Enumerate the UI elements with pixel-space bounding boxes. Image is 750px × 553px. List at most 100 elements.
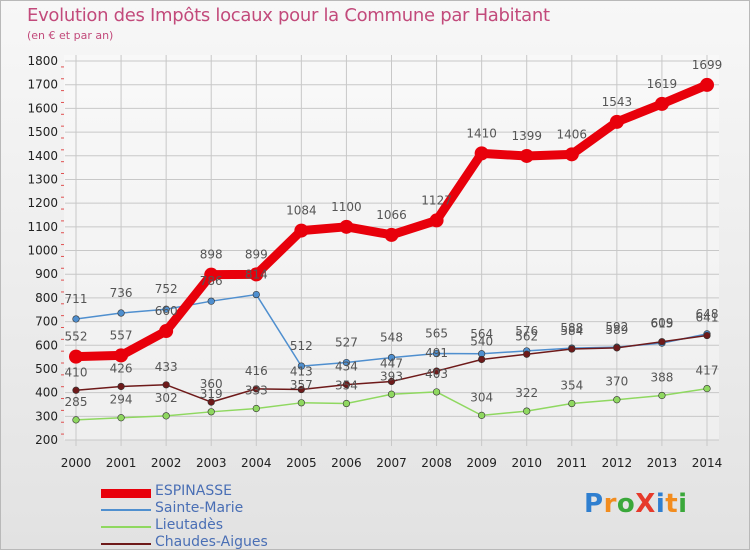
chart-subtitle: (en € et par an): [27, 29, 114, 42]
data-label: 357: [290, 378, 313, 392]
brand-letter: i: [655, 489, 666, 519]
data-label: 562: [515, 329, 538, 343]
data-point: [294, 223, 309, 238]
data-point: [568, 399, 576, 408]
y-tick-label: 1700: [27, 78, 58, 92]
x-tick-label: 2011: [557, 456, 588, 470]
data-label: 426: [110, 361, 133, 375]
data-point: [432, 367, 441, 375]
y-tick-label: 1100: [27, 220, 58, 234]
data-point: [474, 146, 489, 161]
data-label: 548: [380, 331, 403, 345]
data-label: 565: [425, 327, 448, 341]
brand-letter: t: [665, 489, 679, 519]
x-tick-label: 2010: [511, 456, 542, 470]
y-tick-label: 1600: [27, 101, 58, 115]
legend-label: ESPINASSE: [155, 483, 232, 499]
x-tick-label: 2006: [331, 456, 362, 470]
data-label: 898: [200, 248, 223, 262]
data-point: [432, 388, 441, 396]
data-point: [342, 399, 351, 408]
data-label: 615: [650, 317, 673, 331]
y-tick-label: 600: [35, 338, 58, 352]
data-label: 403: [425, 367, 448, 381]
data-label: 1100: [331, 200, 362, 214]
data-point: [523, 350, 531, 358]
x-tick-label: 2002: [151, 456, 182, 470]
data-point: [72, 386, 80, 394]
data-point: [252, 385, 260, 393]
x-tick-label: 2005: [286, 456, 317, 470]
data-point: [703, 384, 711, 393]
data-label: 540: [470, 334, 493, 348]
data-label: 736: [110, 286, 133, 300]
data-point: [207, 297, 215, 305]
y-tick-label: 700: [35, 315, 58, 329]
brand-letter: r: [603, 489, 617, 519]
data-label: 584: [560, 324, 583, 338]
x-tick-label: 2009: [466, 456, 497, 470]
data-label: 413: [290, 365, 313, 379]
data-point: [249, 267, 264, 282]
data-label: 410: [65, 365, 88, 379]
data-label: 434: [335, 360, 358, 374]
data-point: [339, 219, 354, 234]
data-label: 641: [696, 311, 719, 325]
data-label: 433: [155, 360, 178, 374]
data-label: 417: [696, 364, 719, 378]
data-label: 319: [200, 387, 223, 401]
data-label: 491: [425, 346, 448, 360]
data-point: [252, 404, 260, 413]
data-point: [69, 349, 83, 364]
data-point: [72, 416, 80, 424]
data-label: 527: [335, 336, 358, 350]
data-label: 393: [380, 369, 403, 383]
y-tick-label: 1000: [27, 244, 58, 258]
y-tick-label: 1500: [27, 125, 58, 139]
data-point: [432, 349, 441, 358]
data-label: 552: [65, 330, 88, 344]
data-label: 333: [245, 383, 268, 397]
data-point: [159, 324, 174, 339]
data-label: 899: [245, 247, 268, 261]
data-label: 416: [245, 364, 268, 378]
data-point: [297, 385, 305, 394]
data-label: 786: [200, 274, 223, 288]
y-tick-label: 1200: [27, 196, 58, 210]
data-point: [478, 355, 486, 364]
x-tick-label: 2007: [376, 456, 407, 470]
data-label: 1084: [286, 204, 317, 218]
x-tick-label: 2004: [241, 456, 272, 470]
x-tick-label: 2003: [196, 456, 227, 470]
data-point: [297, 399, 305, 407]
data-label: 814: [245, 268, 268, 282]
data-label: 370: [605, 375, 628, 389]
data-point: [387, 353, 396, 362]
x-tick-label: 2001: [106, 456, 137, 470]
legend-swatch: [101, 543, 151, 545]
data-point: [342, 358, 351, 367]
data-point: [117, 309, 125, 317]
y-tick-label: 800: [35, 291, 58, 305]
data-point: [162, 381, 170, 389]
data-label: 557: [110, 328, 133, 342]
data-point: [207, 408, 215, 416]
data-label: 609: [650, 316, 673, 330]
data-label: 447: [380, 356, 403, 370]
legend-swatch: [101, 509, 151, 511]
data-point: [609, 114, 624, 129]
y-tick-label: 200: [35, 433, 58, 447]
data-label: 711: [65, 292, 88, 306]
data-point: [658, 391, 666, 400]
data-label: 302: [155, 391, 178, 405]
data-point: [478, 411, 486, 419]
data-point: [654, 96, 669, 111]
data-point: [703, 331, 711, 340]
brand-letter: i: [678, 489, 688, 519]
x-tick-label: 2014: [692, 456, 723, 470]
y-tick-label: 1800: [27, 54, 58, 68]
data-point: [342, 380, 351, 389]
data-point: [568, 345, 576, 353]
y-tick-label: 300: [35, 409, 58, 423]
